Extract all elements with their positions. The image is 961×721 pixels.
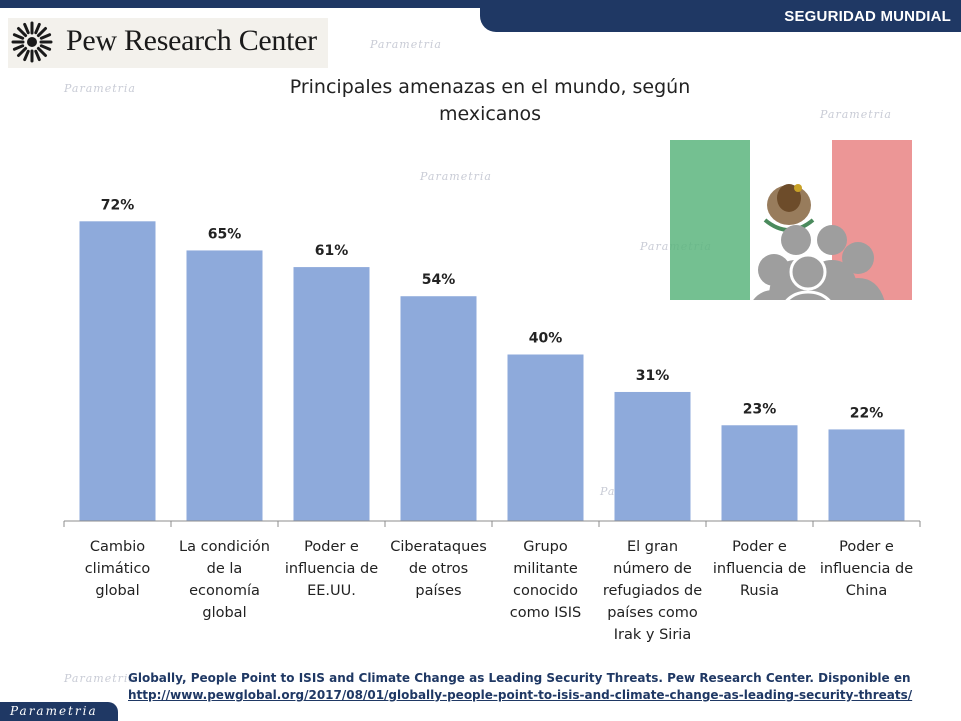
bar [400,296,477,521]
parametria-brand: Parametria [0,702,118,721]
category-label: Poder e influencia de EE.UU. [285,539,378,599]
category-label: La condición de la economía global [179,539,270,621]
source-link[interactable]: http://www.pewglobal.org/2017/08/01/glob… [128,688,913,702]
group-people-icon [753,225,885,300]
watermark-text: Parametria [420,170,492,183]
data-label: 65% [208,226,242,242]
watermark-text: Parametria [370,38,442,51]
data-label: 40% [529,331,563,347]
bar [293,267,370,521]
category-label: Poder e influencia de Rusia [713,539,806,599]
watermark-text: Parametria [64,82,136,95]
watermark-text: Parametria [820,108,892,121]
bar [828,429,905,521]
category-label: Cambio climático global [85,539,151,599]
data-label: 54% [422,272,456,288]
data-label: 72% [101,197,135,213]
pew-logo-icon [11,21,53,63]
watermark-text: Parametria [64,672,136,685]
pew-logo: Pew Research Center [8,18,328,68]
category-label: Ciberataques de otros países [390,539,487,599]
parametria-brand-label: Parametria [10,704,98,718]
data-label: 23% [743,401,777,417]
bar [614,391,691,521]
category-label: Poder e influencia de China [820,539,913,599]
section-header-label: SEGURIDAD MUNDIAL [784,8,951,25]
section-header: SEGURIDAD MUNDIAL [480,0,961,32]
bar [79,221,156,522]
category-label: Grupo militante conocido como ISIS [510,539,581,621]
category-label: El gran número de refugiados de países como… [603,539,702,643]
source-text: Globally, People Point to ISIS and Clima… [128,671,911,685]
bar [186,250,263,521]
data-label: 31% [636,368,670,384]
bar [507,354,584,521]
data-label: 61% [315,243,349,259]
source-citation: Globally, People Point to ISIS and Clima… [128,670,948,704]
mexico-flag-icon [670,140,912,300]
data-label: 22% [850,405,884,421]
chart-title: Principales amenazas en el mundo, según … [289,76,691,125]
bar [721,425,798,521]
pew-logo-text: Pew Research Center [66,24,317,57]
